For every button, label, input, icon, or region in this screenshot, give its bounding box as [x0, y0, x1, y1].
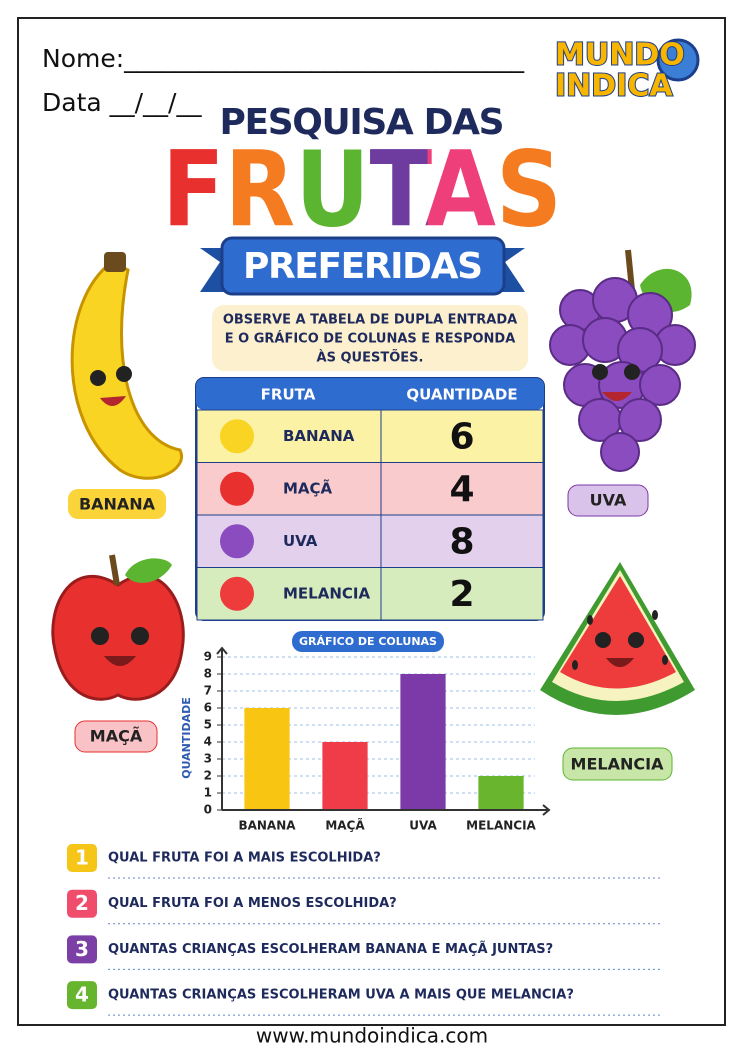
y-tick-label: 6 [204, 701, 212, 715]
grape-illustration [549, 249, 696, 472]
question-text: QUAL FRUTA FOI A MENOS ESCOLHIDA? [108, 896, 397, 911]
table-cell: 8 [449, 521, 474, 562]
y-tick-label: 0 [204, 803, 212, 817]
watermelon-illustration [540, 562, 695, 715]
y-tick-label: 2 [204, 769, 212, 783]
table-row [196, 514, 544, 568]
fruit-label: MELANCIA [571, 755, 665, 774]
y-tick-label: 9 [204, 650, 212, 664]
name-field: Nome:________________________________ [42, 44, 525, 73]
table-cell: 6 [449, 416, 474, 457]
table-header [196, 378, 544, 410]
x-tick-label: UVA [409, 819, 437, 833]
bar [400, 674, 446, 810]
banana-illustration [70, 252, 184, 480]
questions: 1 QUAL FRUTA FOI A MAIS ESCOLHIDA? 2 QUAL F… [67, 844, 662, 1016]
y-tick-label: 7 [204, 684, 212, 698]
title-line: PESQUISA DAS [220, 102, 505, 143]
question-text: QUANTAS CRIANÇAS ESCOLHERAM BANANA E MAÇ… [108, 941, 553, 957]
label-pill [562, 747, 673, 781]
bar [244, 708, 290, 810]
label-pill [74, 720, 158, 753]
fruit-icon [220, 419, 254, 454]
x-tick-label: MAÇÃ [325, 818, 365, 833]
table-row [196, 462, 544, 516]
y-tick-label: 4 [204, 735, 212, 749]
y-tick-label: 3 [204, 752, 212, 766]
table-header-cell: QUANTIDADE [406, 386, 517, 404]
fruit-icon [220, 524, 254, 559]
logo: MUNDO INDICA [554, 37, 700, 105]
table-cell: 2 [449, 574, 474, 615]
question-number: 1 [75, 846, 89, 870]
table-cell: BANANA [283, 427, 355, 445]
subtitle: PREFERIDAS [243, 246, 483, 287]
apple-illustration [51, 554, 185, 701]
fruit-label: BANANA [79, 495, 156, 514]
question-text: QUANTAS CRIANÇAS ESCOLHERAM UVA A MAIS Q… [108, 988, 574, 1003]
y-axis-label: QUANTIDADE [180, 697, 193, 779]
title-big: FRUTAS [162, 128, 562, 250]
ribbon [200, 236, 525, 296]
table-row [196, 409, 544, 463]
x-tick-label: BANANA [238, 819, 296, 833]
fruit-icon [220, 471, 254, 506]
table-body: BANANA 6 MAÇÃ 4 UVA 8 MELANCIA 2 [196, 409, 544, 621]
table-header-cell: FRUTA [261, 386, 316, 404]
fruit-label: UVA [590, 491, 627, 510]
table-cell: UVA [283, 532, 318, 550]
question-badge [67, 981, 97, 1010]
page-border [17, 17, 726, 1026]
y-tick-label: 1 [204, 786, 212, 800]
bar [322, 742, 368, 810]
logo-text: MUNDO [555, 38, 685, 73]
instruction-line: E O GRÁFICO DE COLUNAS E RESPONDA [225, 331, 516, 347]
axes [216, 646, 551, 816]
label-pill [567, 484, 649, 517]
footer: www.mundoindica.com [256, 1024, 488, 1048]
chart-title: GRÁFICO DE COLUNAS [299, 635, 437, 648]
label-pill [68, 489, 166, 519]
question-badge [67, 935, 97, 964]
logo-text: INDICA [555, 69, 673, 104]
y-tick-label: 5 [204, 718, 212, 732]
instruction-line: ÀS QUESTÕES. [317, 350, 424, 366]
fruit-icon [220, 576, 254, 611]
question-badge [67, 844, 97, 872]
chart-title-pill [292, 631, 444, 652]
table-cell: MELANCIA [283, 584, 370, 602]
fruit-label: MAÇÃ [90, 727, 143, 746]
instruction-line: OBSERVE A TABELA DE DUPLA ENTRADA [223, 313, 517, 328]
question-badge [67, 889, 97, 918]
instruction-box [212, 305, 528, 371]
chart: 0 1 2 3 4 5 6 7 8 9 BANANA MAÇÃ UVA MELANCIA [204, 650, 537, 833]
table-cell: MAÇÃ [283, 478, 333, 497]
question-number: 3 [75, 937, 89, 961]
bar [478, 776, 524, 810]
date-field: Data __/__/__ [42, 88, 202, 117]
table-row [196, 567, 544, 621]
table-cell: 4 [449, 469, 474, 510]
question-text: QUAL FRUTA FOI A MAIS ESCOLHIDA? [108, 851, 381, 866]
question-number: 2 [75, 891, 89, 915]
question-number: 4 [75, 983, 89, 1007]
y-tick-label: 8 [204, 667, 212, 681]
x-tick-label: MELANCIA [466, 819, 536, 833]
